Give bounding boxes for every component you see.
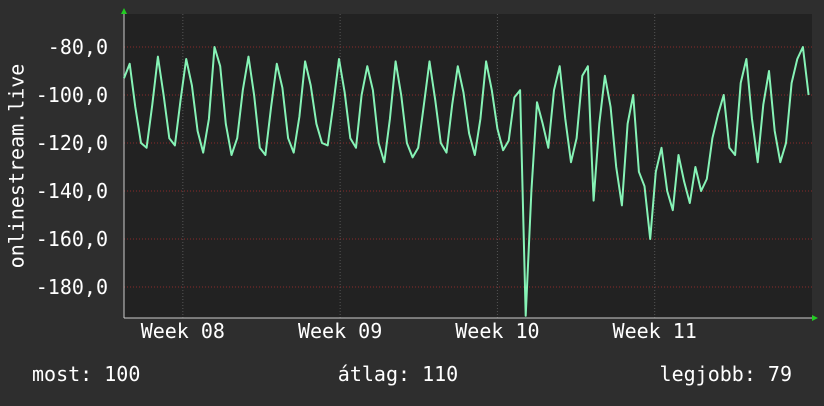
y-tick-label: -80,0 [48,35,108,59]
data-line [123,46,810,317]
y-tick-label: -180,0 [36,275,108,299]
y-axis-label: onlinestream.live [5,64,29,269]
axis-arrow [812,315,818,321]
y-tick-label: -160,0 [36,227,108,251]
x-tick-label: Week 10 [455,319,539,343]
y-tick-label: -140,0 [36,179,108,203]
footer-stat: most: 100 [32,362,140,386]
x-tick-label: Week 08 [141,319,225,343]
x-tick-label: Week 11 [613,319,697,343]
axis-arrow [121,8,127,14]
footer-stat: legjobb: 79 [660,362,792,386]
y-tick-label: -120,0 [36,131,108,155]
x-tick-label: Week 09 [298,319,382,343]
plot-area [124,14,812,318]
y-tick-label: -100,0 [36,83,108,107]
footer-stat: átlag: 110 [338,362,458,386]
